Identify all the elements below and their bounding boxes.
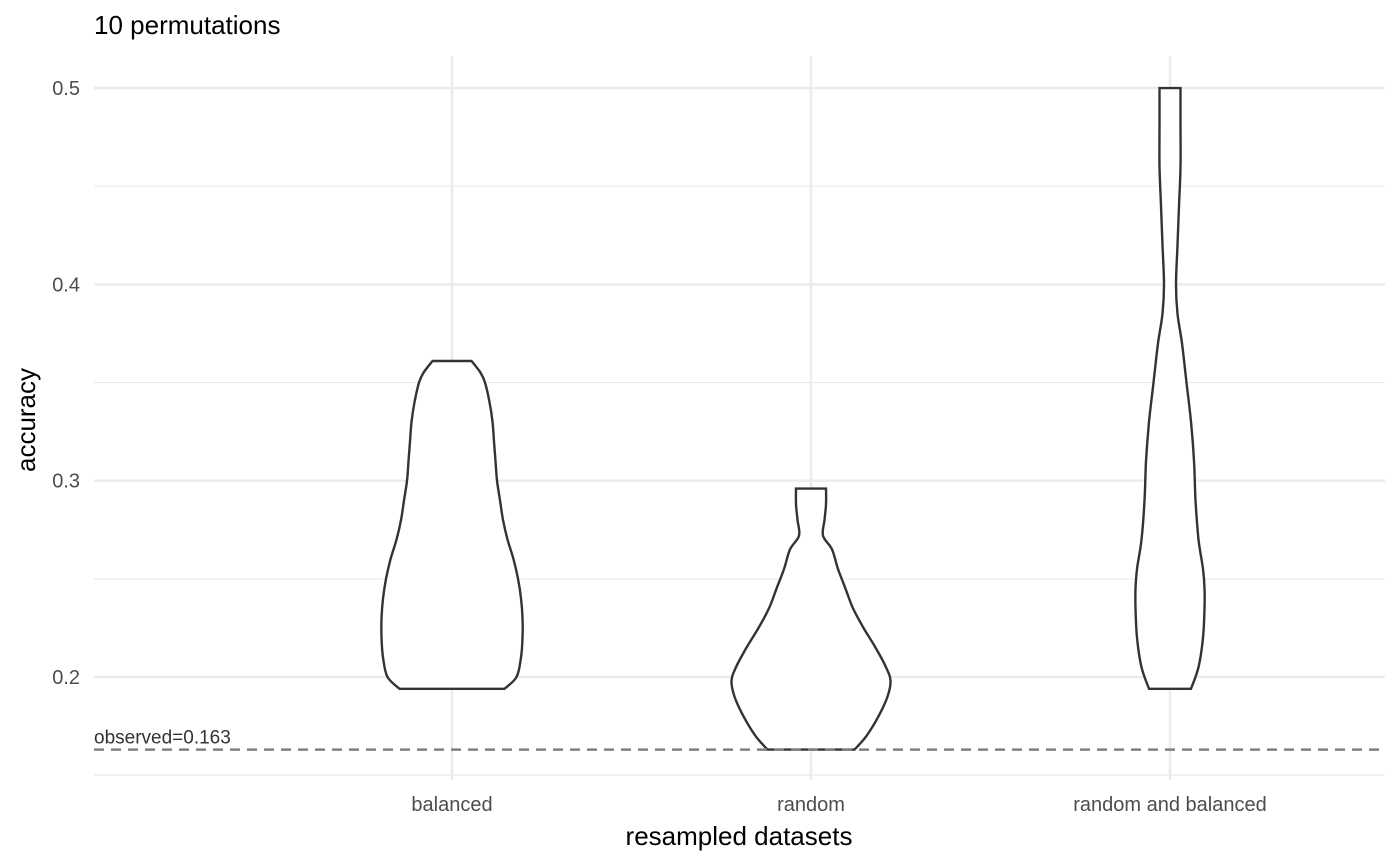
x-tick-label: random — [777, 794, 845, 816]
x-tick-label: random and balanced — [1073, 794, 1266, 816]
y-tick-label: 0.3 — [52, 471, 80, 493]
violins — [380, 86, 1206, 751]
y-tick-label: 0.5 — [52, 78, 80, 100]
y-axis-ticks: 0.2 0.3 0.4 0.5 — [52, 78, 80, 689]
reference-line-group: observed=0.163 — [94, 728, 1385, 751]
x-axis-ticks: balanced random random and balanced — [411, 794, 1266, 816]
y-axis-title: accuracy — [11, 368, 41, 472]
violin-random — [730, 487, 892, 751]
y-tick-label: 0.2 — [52, 667, 80, 689]
violin-random-and-balanced — [1134, 86, 1206, 690]
violin-balanced — [380, 359, 524, 690]
y-tick-label: 0.4 — [52, 274, 80, 296]
observed-annotation: observed=0.163 — [94, 728, 231, 749]
x-tick-label: balanced — [411, 794, 492, 816]
chart-title: 10 permutations — [94, 10, 280, 40]
x-axis-title: resampled datasets — [626, 821, 853, 851]
